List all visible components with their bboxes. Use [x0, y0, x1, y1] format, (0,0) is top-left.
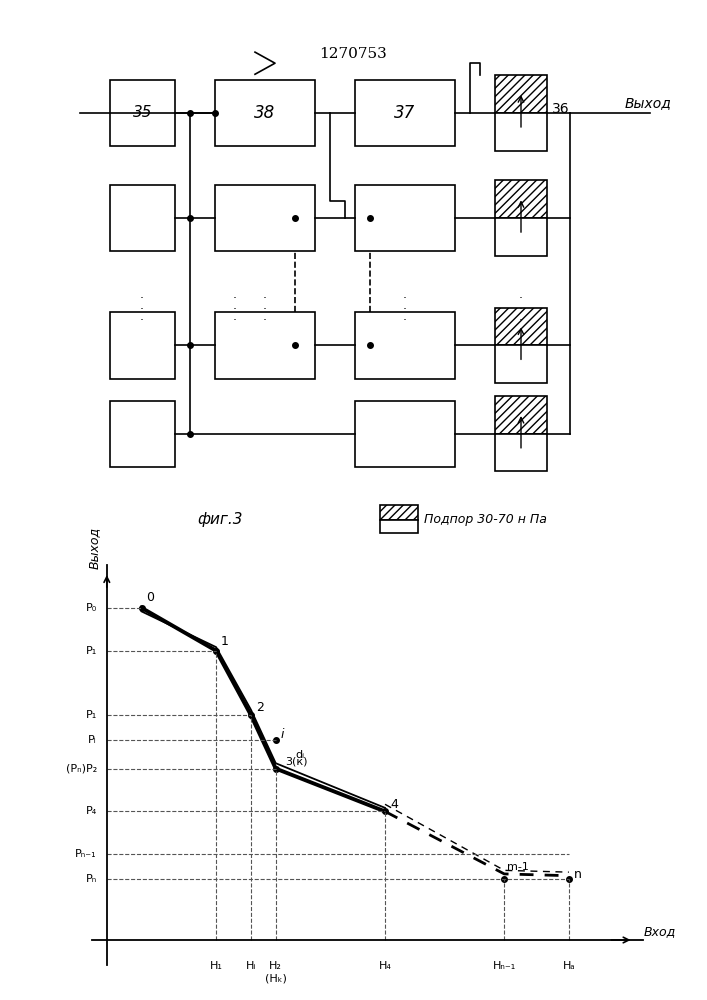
Text: Подпор 30-70 н Па: Подпор 30-70 н Па: [424, 513, 547, 526]
Text: Hᵢ: Hᵢ: [246, 961, 256, 971]
Text: P₁: P₁: [86, 646, 97, 656]
Text: Pₙ: Pₙ: [86, 874, 97, 884]
Text: (Pₙ)P₂: (Pₙ)P₂: [66, 764, 97, 774]
Text: H₄: H₄: [378, 961, 392, 971]
Bar: [110, 401, 175, 467]
Bar: [495, 345, 547, 383]
Text: ·
·
·: · · ·: [403, 292, 407, 327]
Text: 1: 1: [221, 635, 229, 648]
Text: Pₙ₋₁: Pₙ₋₁: [75, 849, 97, 859]
Text: Выход: Выход: [625, 96, 672, 110]
Text: 1270753: 1270753: [319, 47, 387, 61]
Text: ·
·
·: · · ·: [519, 292, 523, 327]
Text: фиг.3: фиг.3: [197, 512, 243, 527]
Bar: [495, 396, 547, 434]
Text: n: n: [574, 867, 582, 880]
Text: H₂
(Hₖ): H₂ (Hₖ): [265, 961, 286, 983]
Text: i: i: [281, 728, 284, 741]
Bar: [110, 312, 175, 379]
Text: 4: 4: [390, 798, 398, 811]
Text: ·
·
·: · · ·: [140, 292, 144, 327]
Bar: [215, 80, 315, 146]
Text: ·
·
·: · · ·: [263, 292, 267, 327]
Text: dᵢ: dᵢ: [296, 750, 305, 760]
Text: Pᵢ: Pᵢ: [88, 735, 97, 745]
Bar: [495, 180, 547, 218]
Bar: [355, 312, 455, 379]
Text: ·
·
·: · · ·: [233, 292, 237, 327]
Bar: [215, 312, 315, 379]
Text: 0: 0: [146, 591, 155, 604]
Bar: [110, 185, 175, 251]
Bar: [355, 401, 455, 467]
Text: P₀: P₀: [86, 603, 97, 613]
Text: H₁: H₁: [210, 961, 223, 971]
Text: 38: 38: [255, 104, 276, 122]
Bar: [380, 505, 418, 520]
Bar: [495, 113, 547, 151]
Bar: [110, 80, 175, 146]
Bar: [495, 434, 547, 471]
Bar: [215, 185, 315, 251]
Text: Hₙ₋₁: Hₙ₋₁: [493, 961, 516, 971]
Text: 36: 36: [552, 102, 570, 116]
Text: P₁: P₁: [86, 710, 97, 720]
Text: 35: 35: [133, 105, 152, 120]
Text: P₄: P₄: [86, 806, 97, 816]
Text: m-1: m-1: [507, 862, 529, 872]
Text: Hₐ: Hₐ: [563, 961, 575, 971]
Text: 3(к): 3(к): [286, 757, 308, 767]
Bar: [495, 75, 547, 113]
Bar: [355, 185, 455, 251]
Bar: [495, 308, 547, 345]
Text: Вход: Вход: [643, 925, 676, 938]
Bar: [355, 80, 455, 146]
Text: 2: 2: [256, 701, 264, 714]
Bar: [495, 218, 547, 256]
Bar: [380, 520, 418, 533]
Text: 37: 37: [395, 104, 416, 122]
Text: Выход: Выход: [88, 526, 101, 569]
